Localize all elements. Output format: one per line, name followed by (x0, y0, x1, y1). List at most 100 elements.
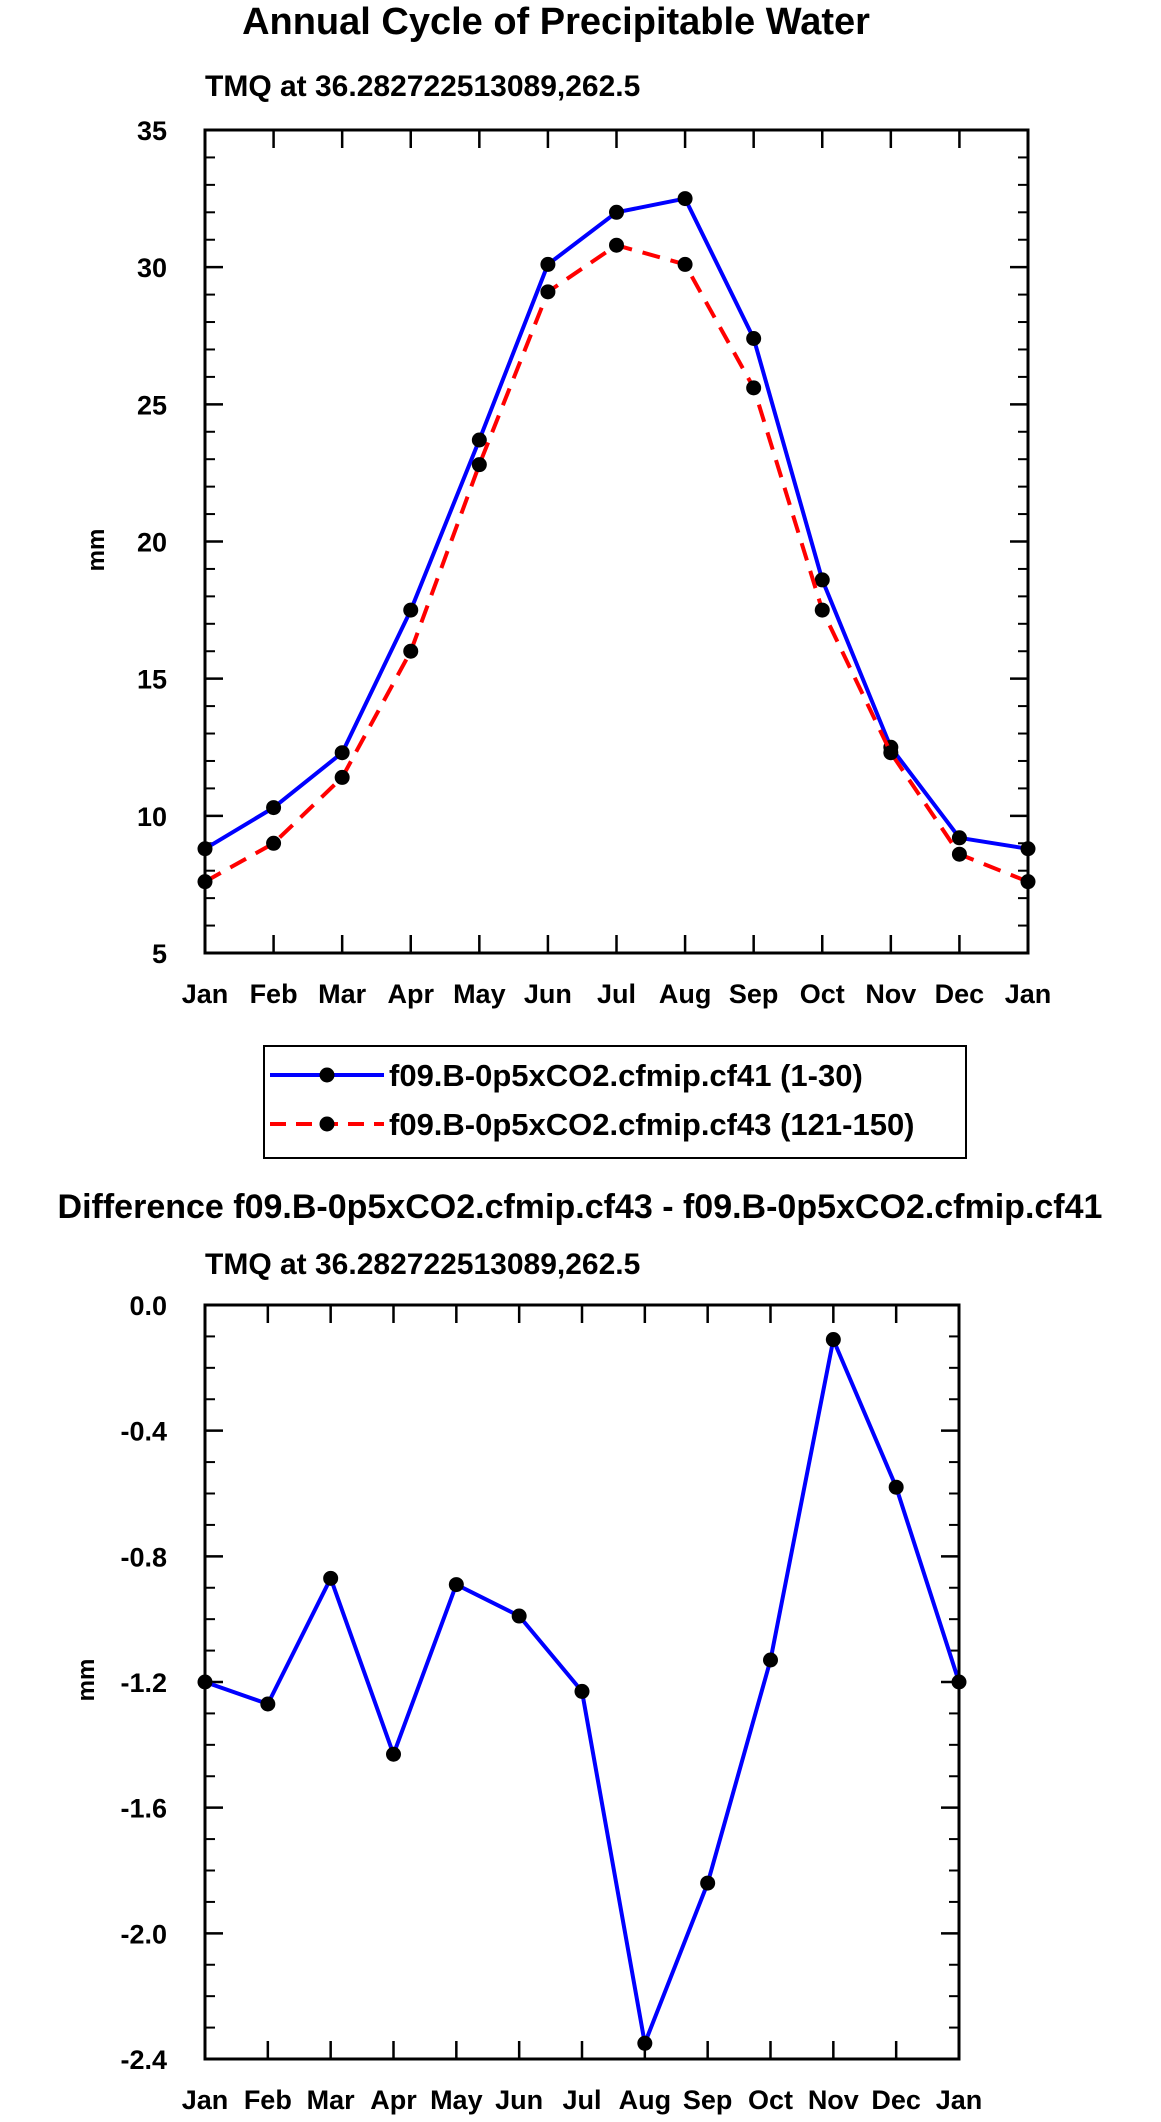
y-tick-label: 10 (137, 802, 167, 832)
legend-entry-series-1: f09.B-0p5xCO2.cfmip.cf41 (1-30) (270, 1058, 863, 1093)
y-tick-label: 0.0 (129, 1291, 167, 1321)
legend-entry-series-2: f09.B-0p5xCO2.cfmip.cf43 (121-150) (270, 1107, 915, 1142)
chart-1-ytick-labels: 5 10 15 20 25 30 35 (137, 116, 167, 969)
chart-difference: Difference f09.B-0p5xCO2.cfmip.cf43 - f0… (58, 1188, 1103, 2115)
x-tick-label: Jun (495, 2085, 543, 2115)
x-tick-label: Jan (936, 2085, 983, 2115)
y-tick-label: -1.6 (120, 1794, 167, 1824)
legend-marker-series-1 (319, 1067, 335, 1083)
data-point (814, 572, 830, 588)
x-tick-label: Jan (182, 979, 229, 1009)
y-tick-label: 25 (137, 390, 167, 420)
chart-2-series (197, 1332, 967, 2051)
data-point (637, 2035, 653, 2051)
chart-2-ylabel: mm (73, 1659, 100, 1702)
y-tick-label: 5 (152, 939, 167, 969)
data-point (540, 284, 556, 300)
x-tick-label: Oct (748, 2085, 793, 2115)
y-tick-label: 20 (137, 528, 167, 558)
data-point (334, 745, 350, 761)
data-point (448, 1577, 464, 1593)
x-tick-label: May (430, 2085, 483, 2115)
data-point (746, 380, 762, 396)
data-point (825, 1332, 841, 1348)
y-tick-label: -2.0 (120, 1919, 167, 1949)
x-tick-label: Mar (307, 2085, 356, 2115)
chart-2-ytick-labels: -2.4 -2.0 -1.6 -1.2 -0.8 -0.4 0.0 (120, 1291, 167, 2075)
y-tick-label: 15 (137, 665, 167, 695)
x-tick-label: Mar (318, 979, 367, 1009)
y-tick-label: -2.4 (120, 2045, 167, 2075)
data-point (746, 330, 762, 346)
chart-1-series (197, 191, 1036, 890)
chart-1-ticks (203, 128, 1030, 955)
data-point (471, 432, 487, 448)
data-point (266, 800, 282, 816)
y-tick-label: 30 (137, 253, 167, 283)
x-tick-label: Feb (244, 2085, 292, 2115)
x-tick-label: Apr (388, 979, 435, 1009)
chart-1-plot-frame (203, 128, 1030, 955)
data-point (574, 1683, 590, 1699)
chart-2-ticks (203, 1303, 961, 2061)
data-point (334, 769, 350, 785)
x-tick-label: Apr (370, 2085, 417, 2115)
chart-1-ylabel: mm (83, 529, 110, 572)
x-tick-label: Dec (871, 2085, 921, 2115)
data-point (266, 835, 282, 851)
series-line-1 (203, 196, 1029, 851)
data-point (700, 1875, 716, 1891)
data-point (471, 457, 487, 473)
x-tick-label: Jan (1005, 979, 1052, 1009)
data-point (951, 830, 967, 846)
chart-2-title: Difference f09.B-0p5xCO2.cfmip.cf43 - f0… (58, 1188, 1103, 1226)
y-tick-label: -1.2 (120, 1668, 167, 1698)
x-tick-label: Jul (597, 979, 636, 1009)
x-tick-label: Jun (524, 979, 572, 1009)
chart-2-plot-frame (203, 1303, 961, 2061)
legend-label-series-1: f09.B-0p5xCO2.cfmip.cf41 (1-30) (389, 1058, 863, 1093)
x-tick-label: Dec (935, 979, 985, 1009)
x-tick-label: Jan (182, 2085, 229, 2115)
x-tick-label: May (453, 979, 506, 1009)
x-tick-label: Aug (619, 2085, 671, 2115)
data-point (511, 1608, 527, 1624)
data-point (609, 237, 624, 253)
series-line-2 (204, 243, 1029, 884)
chart-1-legend: f09.B-0p5xCO2.cfmip.cf41 (1-30) f09.B-0p… (263, 1045, 967, 1159)
chart-1-title: Annual Cycle of Precipitable Water (242, 1, 870, 43)
chart-2-xtick-labels: Jan Feb Mar Apr May Jun Jul Aug Sep Oct Nov Dec Jan (182, 2085, 983, 2115)
data-point (951, 846, 967, 862)
data-point (260, 1696, 276, 1712)
x-tick-label: Jul (562, 2085, 601, 2115)
y-tick-label: -0.8 (120, 1542, 167, 1572)
data-point (763, 1652, 778, 1668)
data-point (540, 256, 556, 272)
y-tick-label: 35 (137, 116, 167, 146)
data-point (403, 643, 419, 659)
data-point (386, 1746, 401, 1762)
x-tick-label: Sep (729, 979, 779, 1009)
x-tick-label: Sep (683, 2085, 733, 2115)
chart-1-subtitle: TMQ at 36.282722513089,262.5 (205, 70, 640, 103)
data-point (883, 745, 899, 761)
chart-1-xtick-labels: Jan Feb Mar Apr May Jun Jul Aug Sep Oct Nov Dec Jan (182, 979, 1052, 1009)
legend-label-series-2: f09.B-0p5xCO2.cfmip.cf43 (121-150) (389, 1107, 915, 1142)
data-point (814, 602, 830, 618)
data-point (677, 256, 693, 272)
data-point (888, 1479, 904, 1495)
data-point (677, 191, 693, 207)
x-tick-label: Nov (865, 979, 916, 1009)
data-point (323, 1570, 339, 1586)
legend-box (263, 1045, 967, 1159)
x-tick-label: Aug (659, 979, 711, 1009)
legend-marker-series-2 (319, 1116, 335, 1132)
x-tick-label: Feb (250, 979, 298, 1009)
data-point (403, 602, 419, 618)
y-tick-label: -0.4 (120, 1417, 167, 1447)
chart-2-subtitle: TMQ at 36.282722513089,262.5 (205, 1248, 640, 1281)
x-tick-label: Nov (808, 2085, 859, 2115)
x-tick-label: Oct (800, 979, 845, 1009)
data-point (609, 204, 624, 220)
